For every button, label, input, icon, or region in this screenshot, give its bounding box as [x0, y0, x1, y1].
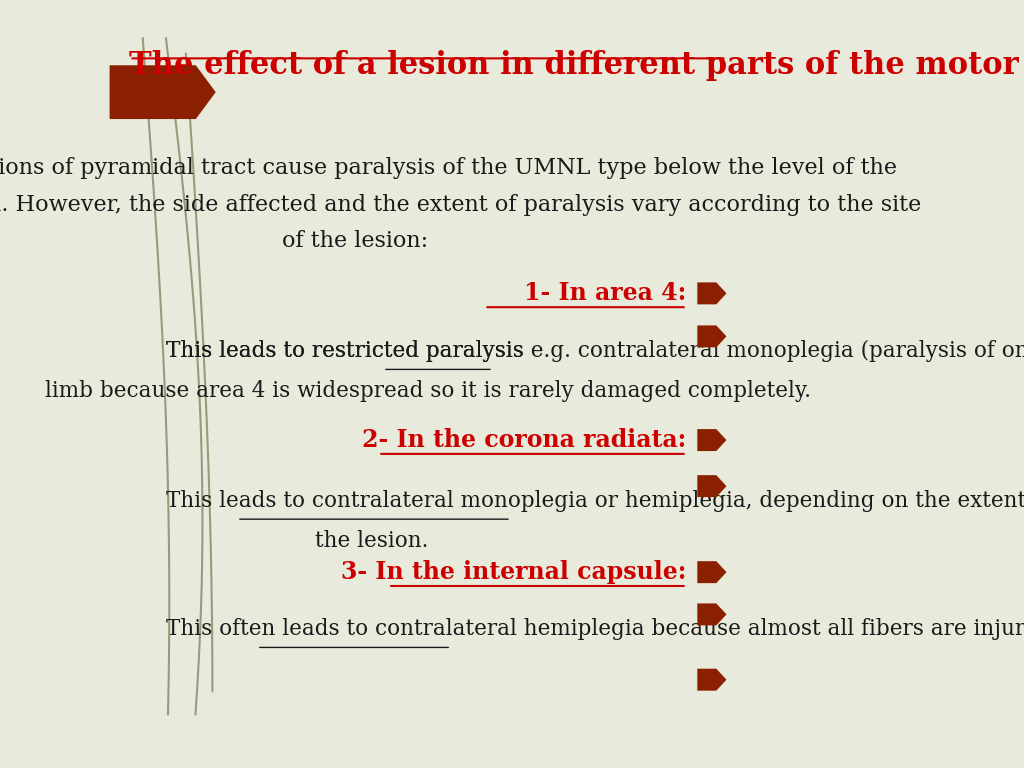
Text: limb because area 4 is widespread so it is rarely damaged completely.: limb because area 4 is widespread so it …	[45, 380, 811, 402]
Text: 1- In area 4:: 1- In area 4:	[524, 281, 687, 306]
Text: This leads to restricted paralysis: This leads to restricted paralysis	[166, 340, 530, 362]
Text: Lesions of pyramidal tract cause paralysis of the UMNL type below the level of t: Lesions of pyramidal tract cause paralys…	[0, 157, 897, 180]
Text: This leads to restricted paralysis e.g. contralateral monoplegia (paralysis of o: This leads to restricted paralysis e.g. …	[166, 340, 1024, 362]
Text: This often leads to contralateral hemiplegia because almost all fibers are injur: This often leads to contralateral hemipl…	[166, 618, 1024, 641]
Text: This leads to contralateral monoplegia or hemiplegia, depending on the extent of: This leads to contralateral monoplegia o…	[166, 490, 1024, 512]
Text: 2- In the corona radiata:: 2- In the corona radiata:	[362, 428, 687, 452]
Text: The effect of a lesion in different parts of the motor system: The effect of a lesion in different part…	[129, 50, 1024, 81]
Polygon shape	[110, 65, 216, 119]
Text: of the lesion:: of the lesion:	[282, 230, 428, 253]
Polygon shape	[697, 429, 726, 451]
Polygon shape	[697, 669, 726, 690]
Text: lesion. However, the side affected and the extent of paralysis vary according to: lesion. However, the side affected and t…	[0, 194, 922, 216]
Polygon shape	[697, 604, 726, 625]
Polygon shape	[697, 283, 726, 304]
Text: 3- In the internal capsule:: 3- In the internal capsule:	[341, 560, 687, 584]
Text: the lesion.: the lesion.	[314, 530, 428, 552]
Polygon shape	[697, 326, 726, 347]
Polygon shape	[697, 475, 726, 497]
Polygon shape	[697, 561, 726, 583]
